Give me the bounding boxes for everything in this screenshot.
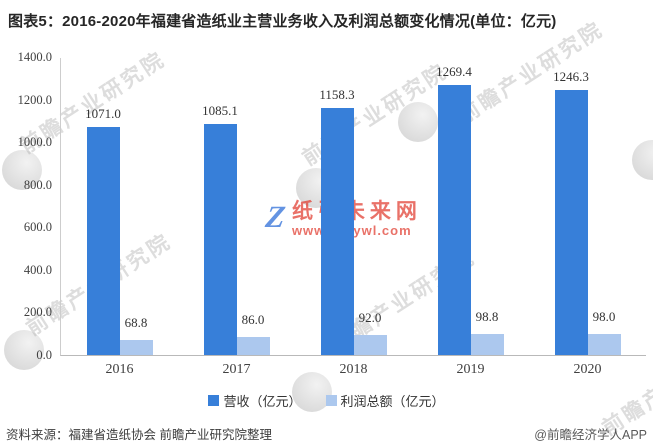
revenue-legend-label: 营收（亿元） [223, 394, 302, 409]
revenue-bar [203, 124, 237, 355]
value-label: 1246.3 [553, 68, 589, 84]
y-tick-label: 600.0 [23, 220, 52, 235]
value-label: 1071.0 [85, 106, 121, 122]
bar-group: 1085.1 86.0 2017 [178, 58, 295, 377]
bar-group: 1158.3 92.0 2018 [295, 58, 412, 377]
x-tick-label: 2017 [222, 362, 251, 377]
profit-bar [587, 334, 621, 355]
value-label: 92.0 [358, 310, 382, 326]
revenue-legend-swatch [208, 395, 220, 406]
profit-legend-label: 利润总额（亿元） [340, 394, 445, 409]
x-tick-label: 2016 [105, 362, 134, 377]
plot-area: 1071.0 68.8 2016 1085.1 86.0 2017 1158.3 92.0 20… [60, 58, 646, 377]
value-label: 1085.1 [202, 103, 238, 119]
x-tick-label: 2019 [456, 362, 485, 377]
chart-title: 图表5：2016-2020年福建省造纸业主营业务收入及利润总额变化情况(单位：亿… [8, 13, 557, 30]
profit-bar [119, 340, 153, 355]
profit-legend-swatch [325, 395, 337, 406]
credit-note: @前瞻经济学人APP [534, 428, 647, 442]
value-label: 98.8 [475, 308, 499, 324]
legend: 营收（亿元） 利润总额（亿元） [0, 391, 653, 410]
profit-bar [236, 336, 270, 355]
y-tick-label: 400.0 [23, 262, 52, 277]
legend-item-revenue: 营收（亿元） [208, 391, 302, 410]
revenue-bar [554, 89, 588, 355]
value-label: 1269.4 [436, 63, 472, 79]
bar-group: 1246.3 98.0 2020 [529, 58, 646, 377]
legend-item-profit: 利润总额（亿元） [325, 391, 445, 410]
x-tick-label: 2018 [339, 362, 368, 377]
value-label: 1158.3 [319, 87, 355, 103]
revenue-bar [86, 127, 120, 355]
revenue-bar [320, 108, 354, 355]
source-note: 资料来源：福建省造纸协会 前瞻产业研究院整理 [6, 428, 272, 442]
profit-bar [470, 334, 504, 355]
value-label: 68.8 [124, 315, 148, 331]
y-tick-label: 0.0 [36, 348, 52, 362]
revenue-bar [437, 84, 471, 355]
value-label: 98.0 [592, 309, 616, 325]
y-tick-label: 200.0 [23, 305, 52, 320]
y-tick-label: 1000.0 [17, 135, 52, 150]
profit-bar [353, 335, 387, 355]
x-tick-label: 2020 [573, 362, 602, 377]
footer: 资料来源：福建省造纸协会 前瞻产业研究院整理 @前瞻经济学人APP [6, 424, 647, 443]
y-axis-labels: 1400.0 1200.0 1000.0 800.0 600.0 400.0 200.0 0.… [0, 50, 52, 362]
bar-group: 1269.4 98.8 2019 [412, 58, 529, 377]
y-tick-label: 800.0 [23, 177, 52, 192]
y-tick-label: 1200.0 [17, 92, 52, 107]
value-label: 86.0 [241, 311, 265, 327]
y-tick-label: 1400.0 [17, 50, 52, 64]
bar-group: 1071.0 68.8 2016 [61, 58, 178, 377]
